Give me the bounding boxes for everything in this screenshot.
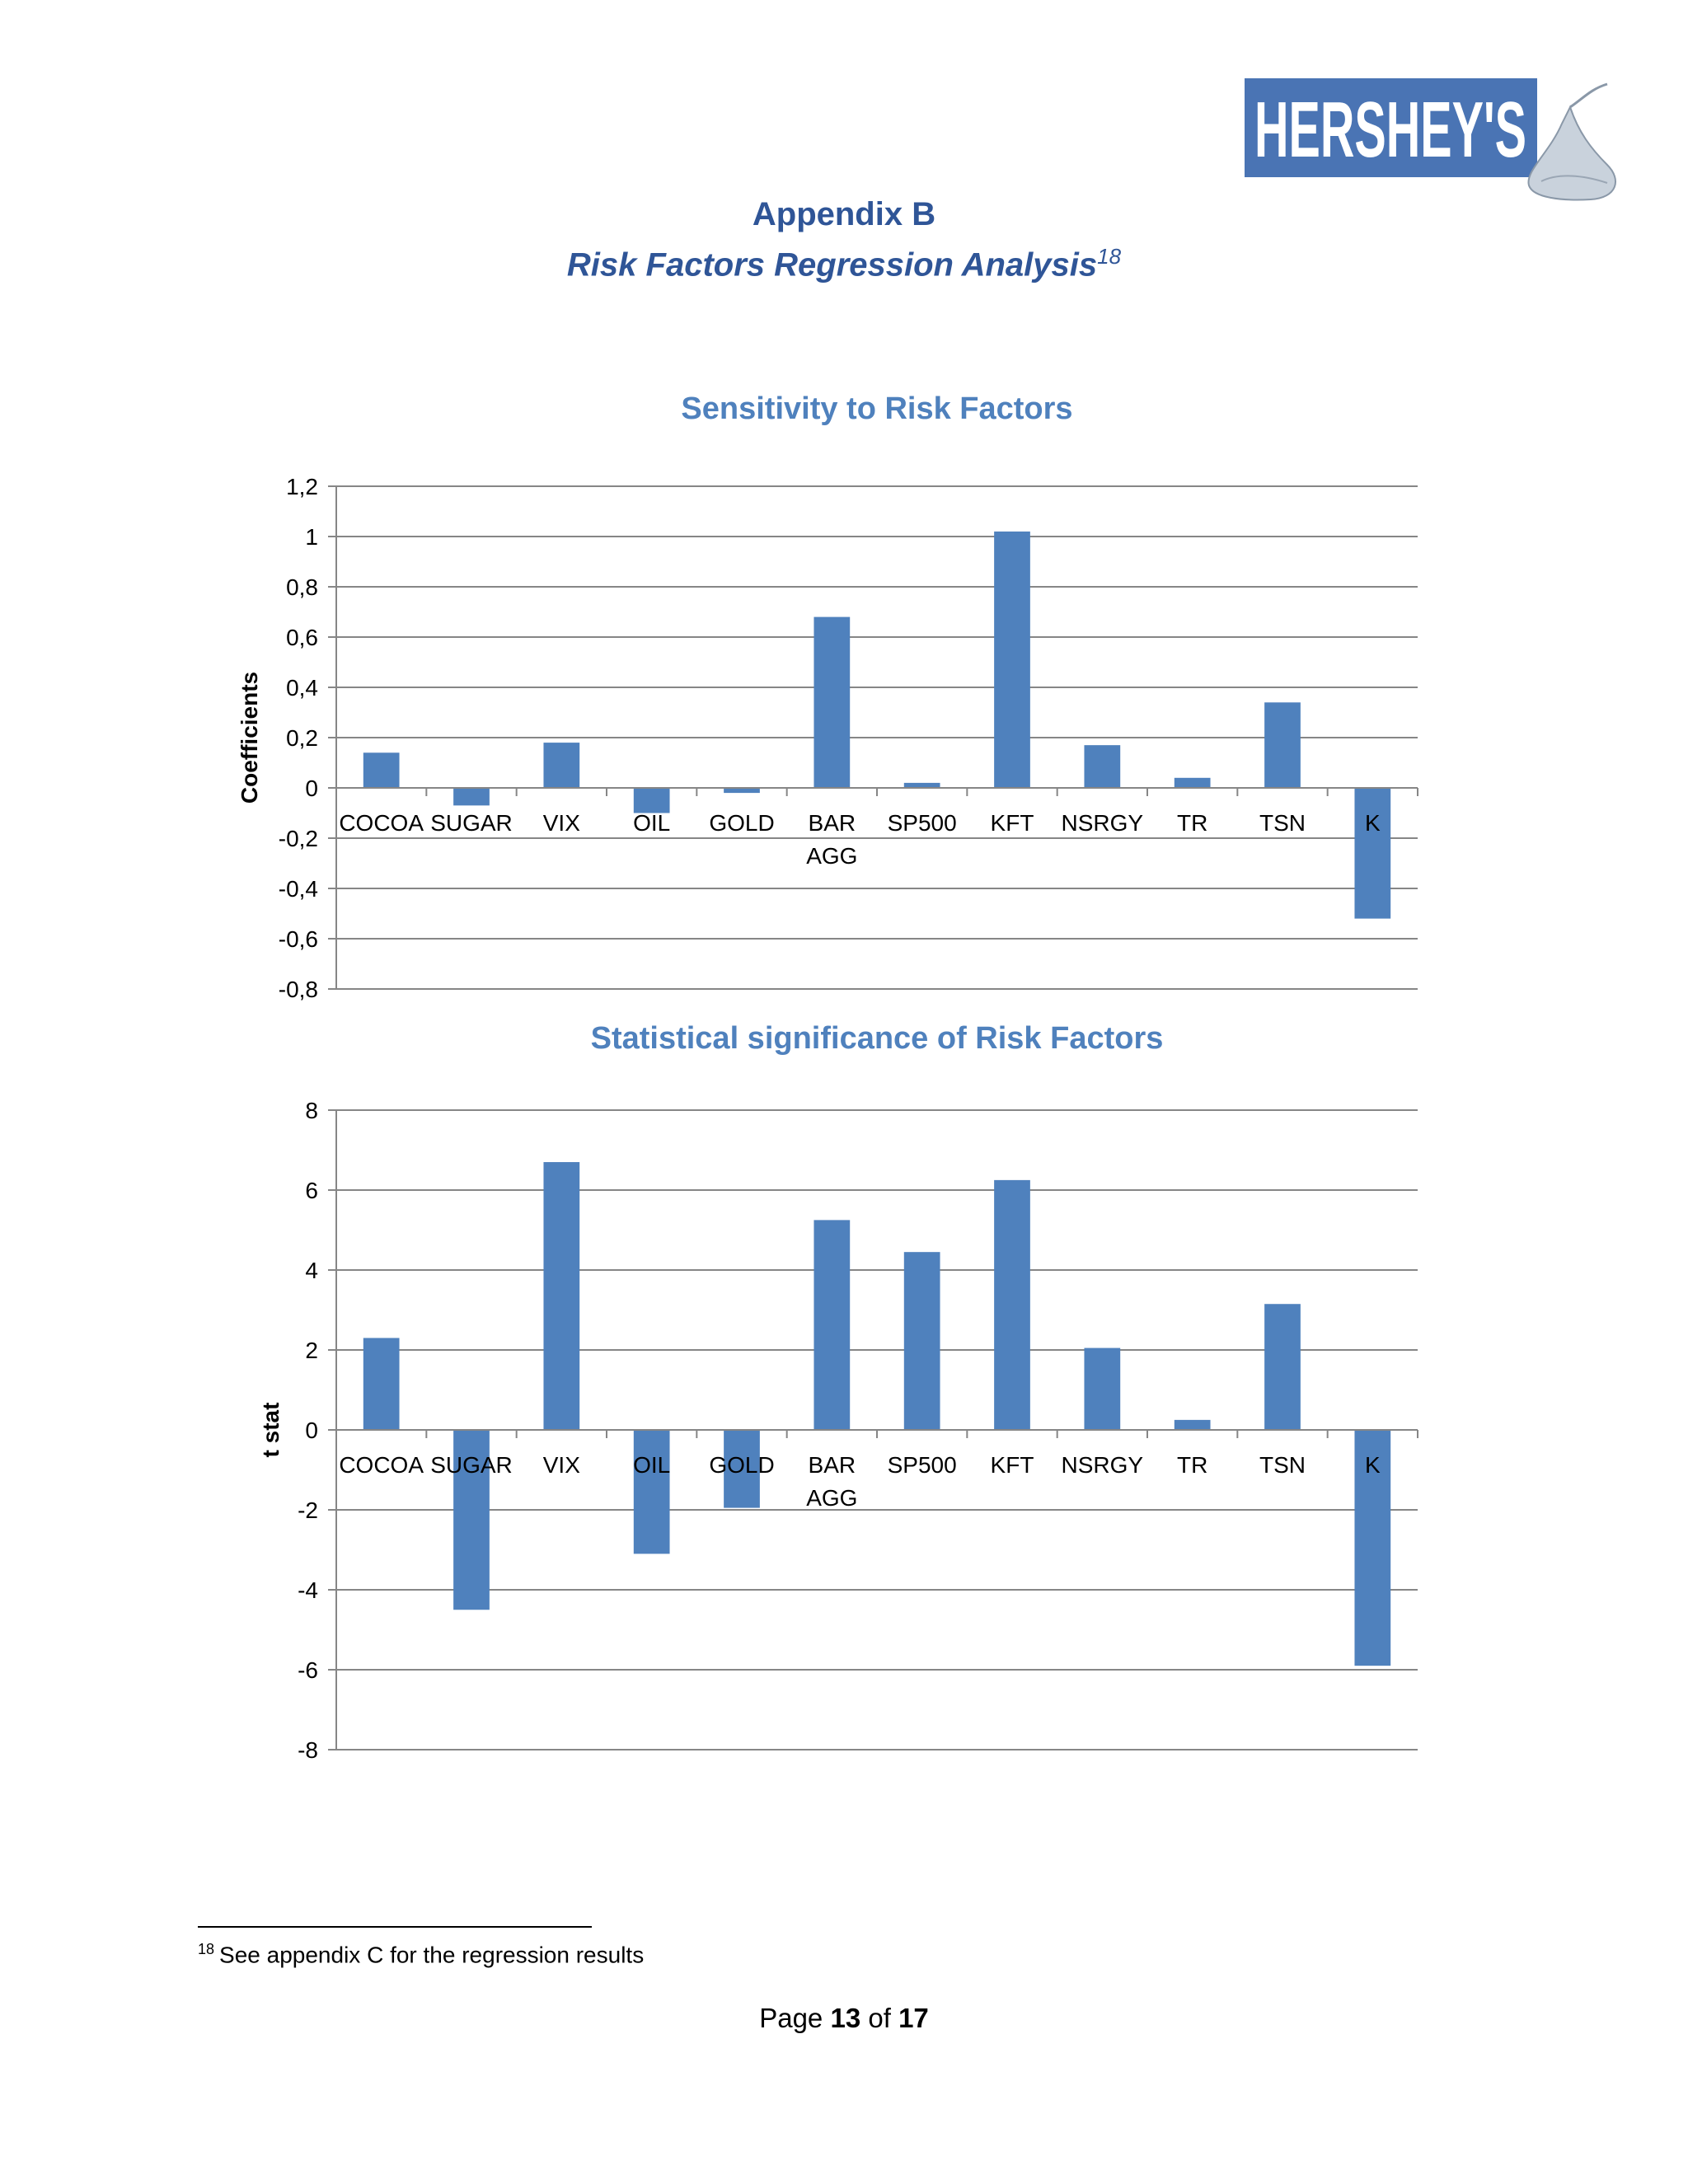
y-tick-label: -0,2 [279, 826, 318, 851]
y-tick-label: 2 [305, 1338, 318, 1363]
page-label: Page [759, 2003, 823, 2033]
x-tick-label: GOLD [709, 810, 774, 836]
y-tick-label: 1 [305, 524, 318, 550]
y-tick-label: 0 [305, 776, 318, 801]
bar-bar-agg [814, 616, 851, 788]
footnote: 18 See appendix C for the regression resu… [198, 1941, 644, 1968]
y-tick-label: 4 [305, 1258, 318, 1283]
logo-plate [1245, 78, 1537, 177]
x-tick-label: SP500 [888, 1452, 957, 1478]
y-tick-label: 1,2 [286, 474, 318, 499]
bar-gold [724, 1430, 760, 1508]
bar-cocoa [363, 1338, 400, 1430]
appendix-title: Appendix B [752, 196, 936, 232]
bar-oil [633, 788, 670, 813]
bar-nsrgy [1084, 1347, 1121, 1430]
x-tick-label: VIX [543, 810, 580, 836]
footnote-text: See appendix C for the regression result… [219, 1942, 645, 1968]
y-tick-label: 0,6 [286, 625, 318, 650]
x-tick-label: OIL [633, 1452, 670, 1478]
x-tick-label: SP500 [888, 810, 957, 836]
x-tick-label: TSN [1259, 1452, 1306, 1478]
bar-gold [724, 788, 760, 794]
bar-sugar [453, 1430, 490, 1610]
x-tick-label: NSRGY [1062, 1452, 1144, 1478]
bar-vix [543, 1162, 580, 1430]
chart-title: Statistical significance of Risk Factors [591, 1021, 1164, 1056]
x-tick-label: KFT [991, 1452, 1034, 1478]
chart-title: Sensitivity to Risk Factors [681, 391, 1072, 426]
y-tick-label: -0,6 [279, 926, 318, 952]
x-tick-label: VIX [543, 1452, 580, 1478]
y-axis-label: t stat [258, 1403, 284, 1458]
x-tick-label: NSRGY [1062, 810, 1144, 836]
bar-sp500 [903, 782, 940, 788]
x-tick-label: BAR AGG [806, 810, 857, 869]
appendix-subtitle: Risk Factors Regression Analysis18 [0, 244, 1688, 284]
x-tick-label: SUGAR [430, 1452, 513, 1478]
bar-tsn [1264, 1304, 1301, 1430]
bar-kft [994, 531, 1030, 788]
x-tick-label: TR [1177, 1452, 1207, 1478]
x-tick-label: BAR AGG [806, 1452, 857, 1511]
x-tick-label: OIL [633, 810, 670, 836]
bar-kft [994, 1179, 1030, 1430]
bar-k [1354, 1430, 1391, 1666]
bar-vix [543, 743, 580, 788]
bar-nsrgy [1084, 745, 1121, 788]
bar-tr [1174, 1419, 1211, 1430]
y-tick-label: 0,4 [286, 675, 318, 701]
hersheys-logo: HERSHEY'S [1245, 78, 1616, 201]
x-tick-label: COCOA [339, 1452, 424, 1478]
footnote-number: 18 [198, 1941, 215, 1957]
page-total: 17 [898, 2003, 929, 2033]
y-tick-label: 0,2 [286, 725, 318, 751]
y-tick-label: 0 [305, 1418, 318, 1443]
subtitle-text: Risk Factors Regression Analysis [566, 246, 1098, 284]
y-tick-label: 0,8 [286, 574, 318, 600]
x-tick-label: K [1365, 1452, 1381, 1478]
x-tick-label: TR [1177, 810, 1207, 836]
significance-chart: Statistical significance of Risk Factors… [258, 1021, 1418, 1763]
x-tick-label: COCOA [339, 810, 424, 836]
bar-tr [1174, 777, 1211, 788]
sensitivity-chart: Sensitivity to Risk Factors Coefficients 1… [237, 391, 1418, 1002]
page-number: Page 13 of 17 [0, 2003, 1688, 2034]
bar-bar-agg [814, 1220, 851, 1430]
page-current: 13 [830, 2003, 861, 2033]
x-tick-label: KFT [991, 810, 1034, 836]
y-axis-label: Coefficients [237, 672, 262, 804]
bar-cocoa [363, 752, 400, 788]
footnote-divider [198, 1926, 592, 1928]
y-tick-label: -0,8 [279, 977, 318, 1002]
y-tick-label: -6 [298, 1657, 318, 1683]
bar-k [1354, 788, 1391, 919]
footnote-ref: 18 [1097, 244, 1122, 269]
bar-oil [633, 1430, 670, 1554]
kiss-icon [1527, 82, 1616, 201]
x-tick-label: K [1365, 810, 1381, 836]
y-tick-label: -2 [298, 1497, 318, 1523]
x-tick-label: GOLD [709, 1452, 774, 1478]
y-tick-label: 6 [305, 1178, 318, 1203]
bar-tsn [1264, 702, 1301, 788]
bar-sugar [453, 788, 490, 806]
logo-wordmark: HERSHEY'S [1254, 86, 1526, 174]
y-tick-label: -4 [298, 1577, 318, 1603]
bar-sp500 [903, 1252, 940, 1430]
y-tick-label: -8 [298, 1737, 318, 1763]
page-of: of [868, 2003, 891, 2033]
y-tick-label: 8 [305, 1098, 318, 1123]
y-tick-label: -0,4 [279, 876, 318, 902]
x-tick-label: TSN [1259, 810, 1306, 836]
x-tick-label: SUGAR [430, 810, 513, 836]
